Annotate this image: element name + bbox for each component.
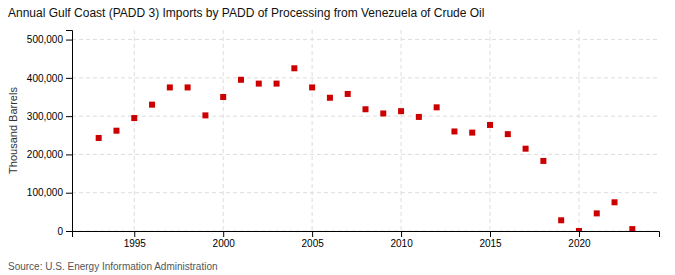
x-tick-label: 2020 (568, 238, 591, 249)
y-tick-label: 500,000 (27, 34, 64, 45)
y-grid-line (72, 192, 659, 193)
point (380, 110, 386, 116)
y-tick: 100,000 (27, 187, 72, 198)
x-grid-line (490, 30, 491, 231)
point (220, 94, 226, 100)
point (185, 84, 191, 90)
x-tick: 2000 (213, 231, 236, 249)
x-tick: 1995 (124, 231, 147, 249)
point (274, 81, 280, 87)
y-tick-label: 400,000 (27, 73, 64, 84)
x-tick-mark (134, 231, 135, 237)
y-tick-mark (66, 154, 72, 155)
points (96, 65, 636, 231)
y-tick: 0 (57, 226, 72, 237)
point (451, 128, 457, 134)
y-tick-label: 0 (57, 226, 63, 237)
y-tick: 300,000 (27, 111, 72, 122)
point (505, 131, 511, 137)
y-tick: 200,000 (27, 149, 72, 160)
x-tick: 2005 (302, 231, 325, 249)
x-grid-line (312, 30, 313, 231)
x-grid-line (578, 30, 579, 231)
grid (72, 30, 659, 231)
x-tick-label: 2000 (213, 238, 236, 249)
y-tick-label: 300,000 (27, 111, 64, 122)
y-grid-line (72, 116, 659, 117)
x-tick-mark (401, 231, 402, 237)
point (576, 228, 582, 231)
point (96, 135, 102, 141)
y-grid-line (72, 154, 659, 155)
x-tick: 2015 (479, 231, 502, 249)
x-tick-mark (490, 231, 491, 237)
y-tick-mark (66, 231, 72, 232)
x-grid-line (401, 30, 402, 231)
point (202, 112, 208, 118)
point (594, 210, 600, 216)
chart: 1995 2000 2005 2010 2015 2020 0 100,000 200,000 3… (0, 0, 675, 275)
point (238, 77, 244, 83)
y-grid-line (72, 39, 659, 40)
point (345, 91, 351, 97)
x-axis: 1995 2000 2005 2010 2015 2020 (73, 231, 660, 249)
x-tick-label: 2005 (302, 238, 325, 249)
x-tick-mark (223, 231, 224, 237)
x-tick-mark (579, 231, 580, 237)
point (149, 102, 155, 108)
x-axis-line (73, 232, 660, 238)
y-tick-mark (66, 116, 72, 117)
x-tick-label: 1995 (124, 238, 147, 249)
y-tick: 500,000 (27, 34, 72, 45)
x-tick: 2020 (568, 231, 591, 249)
point (612, 199, 618, 205)
y-tick-mark (66, 40, 72, 41)
title: Annual Gulf Coast (PADD 3) Imports by PA… (8, 6, 484, 20)
point (256, 81, 262, 87)
point (540, 158, 546, 164)
source: Source: U.S. Energy Information Administ… (8, 261, 218, 272)
x-grid-line (134, 30, 135, 231)
y-axis: 0 100,000 200,000 300,000 400,000 500,000 (27, 31, 73, 237)
x-tick-label: 2010 (390, 238, 413, 249)
point (523, 146, 529, 152)
point (309, 84, 315, 90)
y-tick-label: 100,000 (27, 187, 64, 198)
y-tick-mark (66, 78, 72, 79)
point (629, 226, 635, 231)
point (434, 104, 440, 110)
point (363, 106, 369, 112)
x-grid-line (223, 30, 224, 231)
y-grid-line (72, 77, 659, 78)
x-tick-label: 2015 (479, 238, 502, 249)
point (558, 217, 564, 223)
point (469, 130, 475, 136)
point (487, 122, 493, 128)
y-axis-line (66, 31, 73, 232)
y-axis-title: Thousand Barrels (7, 87, 19, 174)
point (113, 128, 119, 134)
point (131, 115, 137, 121)
point (167, 84, 173, 90)
x-tick-mark (312, 231, 313, 237)
point (416, 114, 422, 120)
point (327, 95, 333, 101)
point (291, 65, 297, 71)
y-tick-mark (66, 193, 72, 194)
y-tick: 400,000 (27, 73, 72, 84)
y-tick-label: 200,000 (27, 149, 64, 160)
x-tick: 2010 (390, 231, 413, 249)
point (398, 108, 404, 114)
